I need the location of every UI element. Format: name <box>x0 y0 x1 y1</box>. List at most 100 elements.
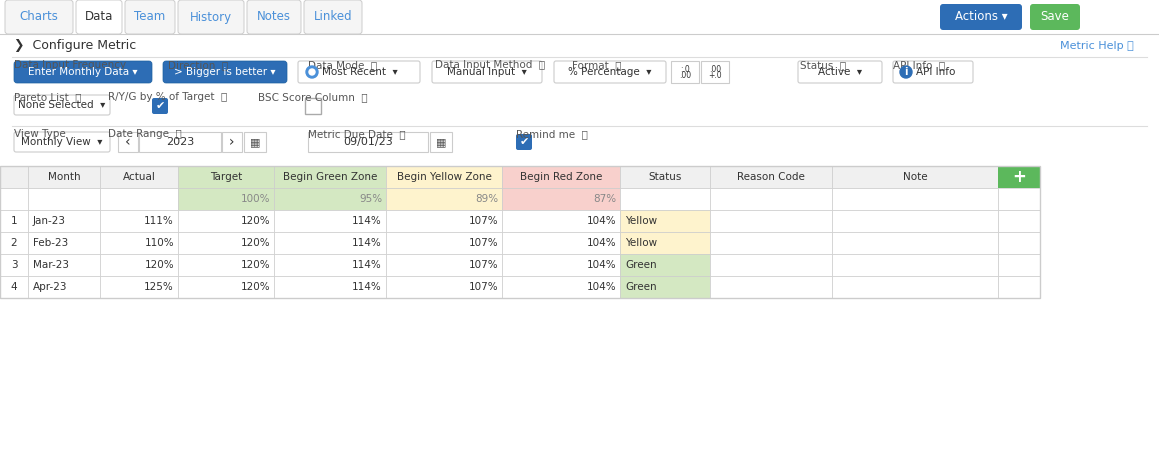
Text: +.0: +.0 <box>708 71 722 80</box>
Text: 09/01/23: 09/01/23 <box>343 137 393 147</box>
Bar <box>710 276 832 298</box>
Text: API Info: API Info <box>916 67 955 77</box>
Bar <box>710 232 832 254</box>
Text: 110%: 110% <box>145 238 174 248</box>
Bar <box>620 232 710 254</box>
Text: 114%: 114% <box>352 282 382 292</box>
Text: Yellow: Yellow <box>625 216 657 226</box>
Circle shape <box>306 66 318 78</box>
Bar <box>0 232 28 254</box>
Bar <box>430 132 452 152</box>
Text: 2023: 2023 <box>166 137 194 147</box>
Bar <box>274 232 386 254</box>
Text: Manual Input  ▾: Manual Input ▾ <box>447 67 527 77</box>
FancyBboxPatch shape <box>940 4 1022 30</box>
Bar <box>118 132 138 152</box>
Bar <box>620 188 710 210</box>
Bar <box>620 254 710 276</box>
Text: > Bigger is better ▾: > Bigger is better ▾ <box>174 67 276 77</box>
Text: ✔: ✔ <box>519 137 529 147</box>
Bar <box>832 166 998 188</box>
Bar <box>100 254 178 276</box>
Text: R/Y/G by % of Target  ⓘ: R/Y/G by % of Target ⓘ <box>108 92 227 102</box>
Text: ✔: ✔ <box>155 101 165 111</box>
Bar <box>620 210 710 232</box>
Text: View Type: View Type <box>14 129 66 139</box>
FancyBboxPatch shape <box>76 0 122 34</box>
Bar <box>671 61 699 83</box>
Text: 89%: 89% <box>475 194 498 204</box>
Text: 1: 1 <box>10 216 17 226</box>
Bar <box>28 276 100 298</box>
Bar <box>178 232 274 254</box>
Text: Green: Green <box>625 260 657 270</box>
Bar <box>386 210 502 232</box>
Text: .00: .00 <box>679 71 691 80</box>
Bar <box>386 232 502 254</box>
Text: 104%: 104% <box>586 216 615 226</box>
Bar <box>139 132 221 152</box>
Text: Most Recent  ▾: Most Recent ▾ <box>322 67 398 77</box>
Text: Charts: Charts <box>20 10 58 24</box>
Text: Data Input Method  ⓘ: Data Input Method ⓘ <box>435 60 545 70</box>
Bar <box>998 210 1040 232</box>
Text: ▦: ▦ <box>436 137 446 147</box>
Text: i: i <box>904 67 907 77</box>
Text: 104%: 104% <box>586 282 615 292</box>
Bar <box>710 188 832 210</box>
Text: Format  ⓘ: Format ⓘ <box>573 60 621 70</box>
Bar <box>998 210 1040 232</box>
Bar <box>274 210 386 232</box>
Text: ‹: ‹ <box>125 135 131 149</box>
Circle shape <box>309 69 315 75</box>
Text: ❯  Configure Metric: ❯ Configure Metric <box>14 39 137 53</box>
Text: Begin Red Zone: Begin Red Zone <box>520 172 603 182</box>
Text: Data Mode  ⓘ: Data Mode ⓘ <box>308 60 377 70</box>
Bar <box>308 132 428 152</box>
Bar <box>998 276 1040 298</box>
Bar <box>100 210 178 232</box>
Text: 87%: 87% <box>593 194 615 204</box>
Text: Yellow: Yellow <box>625 238 657 248</box>
Text: 100%: 100% <box>241 194 270 204</box>
FancyBboxPatch shape <box>892 61 974 83</box>
Bar <box>0 254 28 276</box>
Bar <box>274 254 386 276</box>
Text: Apr-23: Apr-23 <box>32 282 67 292</box>
Text: ›: › <box>229 135 235 149</box>
Text: 4: 4 <box>10 282 17 292</box>
Text: % Percentage  ▾: % Percentage ▾ <box>568 67 651 77</box>
Text: 2: 2 <box>10 238 17 248</box>
FancyBboxPatch shape <box>152 98 168 114</box>
Text: None Selected  ▾: None Selected ▾ <box>19 100 105 110</box>
FancyBboxPatch shape <box>5 0 73 34</box>
Bar <box>502 166 620 188</box>
Bar <box>620 166 710 188</box>
Text: 107%: 107% <box>468 216 498 226</box>
Bar <box>0 276 28 298</box>
Text: Begin Yellow Zone: Begin Yellow Zone <box>396 172 491 182</box>
FancyBboxPatch shape <box>14 132 110 152</box>
Bar <box>998 276 1040 298</box>
Text: Metric Help ⓘ: Metric Help ⓘ <box>1060 41 1134 51</box>
Text: Notes: Notes <box>257 10 291 24</box>
Bar <box>701 61 729 83</box>
Text: Data: Data <box>85 10 114 24</box>
Bar <box>100 276 178 298</box>
Bar <box>0 166 28 188</box>
Text: Remind me  ⓘ: Remind me ⓘ <box>516 129 588 139</box>
Bar <box>998 232 1040 254</box>
Text: Mar-23: Mar-23 <box>32 260 70 270</box>
Text: Direction  ⓘ: Direction ⓘ <box>168 60 228 70</box>
Text: Pareto List  ⓘ: Pareto List ⓘ <box>14 92 81 102</box>
Bar <box>502 188 620 210</box>
Bar <box>502 232 620 254</box>
Text: Linked: Linked <box>314 10 352 24</box>
Text: 111%: 111% <box>144 216 174 226</box>
Bar <box>386 276 502 298</box>
FancyBboxPatch shape <box>125 0 175 34</box>
Bar <box>178 166 274 188</box>
Text: History: History <box>190 10 232 24</box>
Bar <box>0 210 28 232</box>
Text: 120%: 120% <box>240 238 270 248</box>
